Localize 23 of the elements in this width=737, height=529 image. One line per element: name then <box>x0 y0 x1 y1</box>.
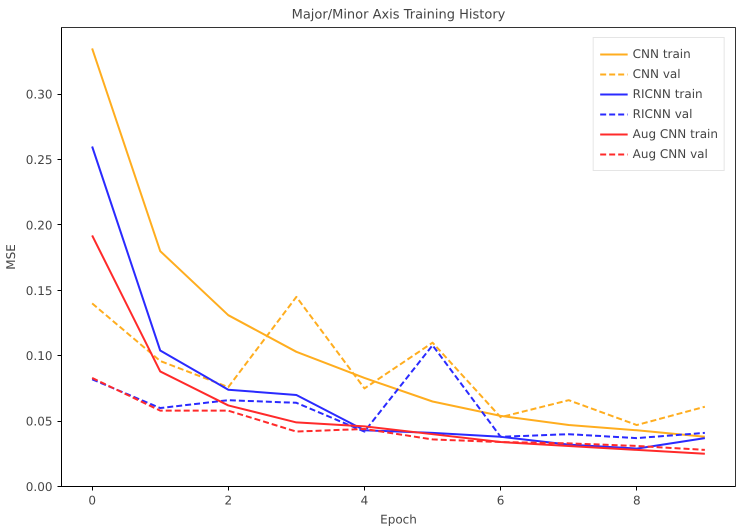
x-tick-label: 0 <box>88 494 96 508</box>
x-tick-label: 4 <box>360 494 368 508</box>
y-tick-label: 0.20 <box>26 218 52 232</box>
legend-label: Aug CNN val <box>632 147 708 161</box>
legend-label: RICNN train <box>632 87 703 101</box>
x-tick-label: 6 <box>496 494 504 508</box>
x-tick-label: 2 <box>224 494 232 508</box>
y-tick-label: 0.05 <box>26 414 52 429</box>
y-axis-title: MSE <box>4 244 18 270</box>
x-tick-label: 8 <box>632 494 641 508</box>
y-tick-label: 0.30 <box>26 88 52 102</box>
legend-label: RICNN val <box>632 107 692 121</box>
legend-label: CNN train <box>632 47 691 61</box>
legend-label: CNN val <box>632 67 681 81</box>
y-tick-label: 0.25 <box>26 153 52 168</box>
line-series <box>91 146 706 450</box>
y-tick-label: 0.10 <box>26 349 52 364</box>
x-axis-title: Epoch <box>380 512 417 526</box>
legend-label: Aug CNN train <box>632 127 718 141</box>
y-tick-label: 0.00 <box>26 480 52 494</box>
chart-title: Major/Minor Axis Training History <box>292 8 506 22</box>
y-tick-label: 0.15 <box>26 284 52 298</box>
line-series <box>91 234 706 455</box>
